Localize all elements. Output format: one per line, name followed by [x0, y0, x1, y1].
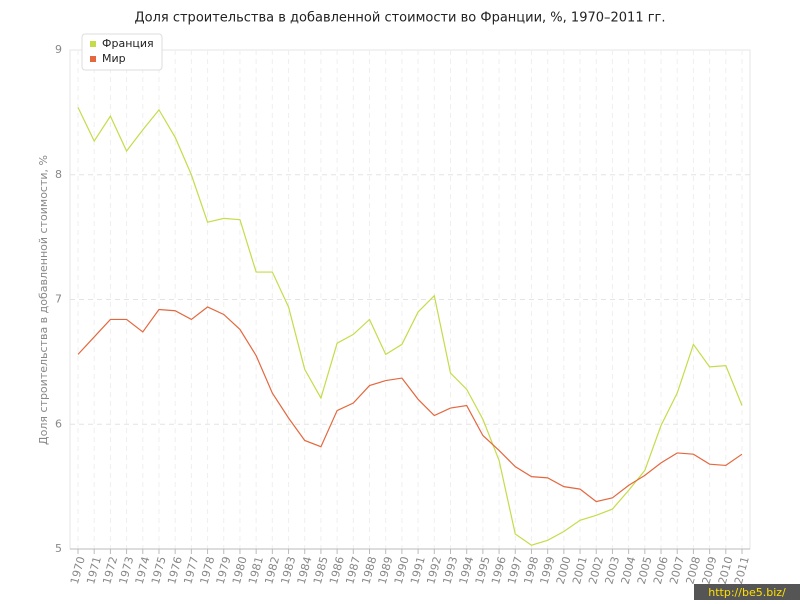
- y-tick-label: 7: [55, 293, 62, 306]
- plot-area: [69, 49, 751, 550]
- y-axis-label: Доля строительства в добавленной стоимос…: [37, 155, 50, 445]
- legend-label: Мир: [102, 52, 126, 65]
- y-tick-label: 5: [55, 542, 62, 555]
- series-line: [77, 107, 743, 546]
- watermark: http://be5.biz/: [708, 586, 786, 599]
- series-line: [77, 306, 743, 503]
- chart-title: Доля строительства в добавленной стоимос…: [134, 11, 665, 26]
- y-tick-label: 8: [55, 168, 62, 181]
- legend-swatch: [90, 41, 96, 47]
- legend-label: Франция: [102, 37, 154, 50]
- legend-box: [81, 33, 163, 71]
- y-tick-label: 6: [55, 417, 62, 430]
- legend-swatch: [90, 56, 96, 62]
- y-tick-label: 9: [55, 43, 62, 56]
- watermark-bg: [694, 584, 800, 600]
